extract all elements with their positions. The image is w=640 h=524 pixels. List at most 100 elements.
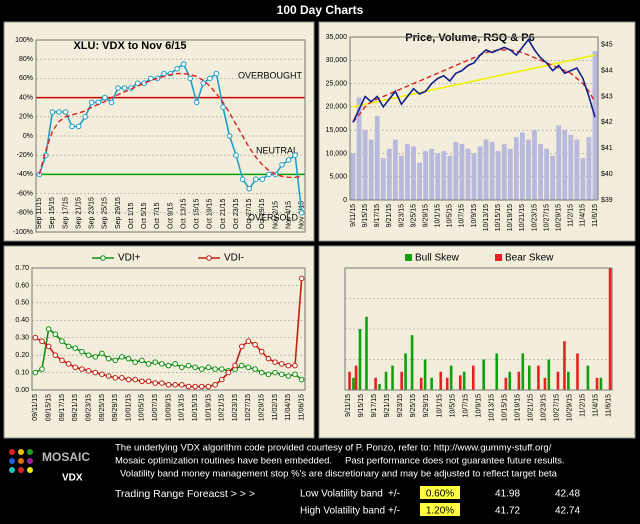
y-tick-label: 100% <box>15 37 33 44</box>
y-tick-label: $43 <box>601 93 613 100</box>
bar <box>348 371 351 390</box>
x-tick-label: 10/09/15 <box>165 394 172 421</box>
panel <box>3 245 315 439</box>
x-tick-label: 09/11/15 <box>32 394 39 421</box>
bar <box>526 139 531 200</box>
x-tick-label: 09/23/15 <box>85 394 92 421</box>
x-tick-label: Oct 21/15 <box>220 199 227 229</box>
point <box>59 357 65 364</box>
bar <box>495 353 499 390</box>
point <box>278 371 285 378</box>
bar <box>556 371 560 390</box>
highlight <box>420 486 460 499</box>
point <box>132 376 139 383</box>
point <box>272 359 278 365</box>
y-tick-label: 30,000 <box>326 57 348 64</box>
bar <box>405 144 410 200</box>
bar <box>417 162 422 200</box>
x-tick-label: 10/7/15 <box>459 204 466 227</box>
bar <box>482 359 486 390</box>
bar <box>574 139 580 200</box>
series-line <box>352 49 596 123</box>
bar <box>471 365 475 390</box>
point <box>49 109 56 115</box>
y-tick-label: 0.00 <box>15 387 29 394</box>
y-tick-label: 0.20 <box>15 352 29 359</box>
bar <box>508 371 512 390</box>
series-line <box>352 54 596 108</box>
annotation: NEUTRAL <box>256 145 298 155</box>
x-tick-label: 10/01/15 <box>125 394 132 421</box>
point <box>79 366 85 372</box>
y-tick-label: 0.60 <box>15 282 29 289</box>
y-tick-label: 35,000 <box>326 34 348 41</box>
point <box>232 362 238 369</box>
bar <box>386 148 392 200</box>
bar <box>586 137 592 200</box>
point <box>213 70 220 77</box>
y-tick-label: $41 <box>601 145 613 152</box>
x-tick-label: 10/21/15 <box>519 204 526 231</box>
bar <box>489 141 495 200</box>
bar <box>368 139 374 200</box>
point <box>252 341 258 348</box>
x-tick-label: Oct 15/15 <box>194 199 201 229</box>
x-tick-label: Oct 7/15 <box>154 202 161 229</box>
point <box>192 364 198 371</box>
bar <box>608 268 612 390</box>
bar <box>544 148 550 200</box>
y-tick-label: 0.50 <box>15 300 29 307</box>
x-tick-label: 9/23/15 <box>397 394 404 417</box>
bar <box>521 353 525 390</box>
point <box>39 366 45 372</box>
footer-credit: The underlying VDX algorithm code provid… <box>115 443 552 454</box>
x-tick-label: 11/4/15 <box>580 204 587 227</box>
footer-text: Past performance does not guarantee futu… <box>345 456 565 467</box>
x-tick-label: 11/2/15 <box>568 204 575 227</box>
point <box>179 364 185 371</box>
bar <box>568 134 574 200</box>
point <box>212 381 218 388</box>
bar <box>592 50 598 200</box>
bar <box>404 353 407 390</box>
y-tick-label: 25,000 <box>326 80 348 87</box>
point <box>115 85 121 91</box>
point <box>233 152 239 158</box>
point <box>179 381 185 388</box>
point <box>172 361 178 367</box>
x-tick-label: 9/29/15 <box>422 204 429 227</box>
point <box>159 380 165 386</box>
y-tick-label: $39 <box>601 197 613 204</box>
x-tick-label: Sep 15/15 <box>49 197 56 229</box>
y-tick-label: -40% <box>17 171 33 178</box>
x-tick-label: 10/27/15 <box>543 204 550 231</box>
point <box>225 369 232 376</box>
x-tick-label: 11/2/15 <box>580 394 587 417</box>
point <box>121 85 128 91</box>
bar <box>465 148 471 200</box>
x-tick-label: 09/29/15 <box>112 394 119 421</box>
bar <box>398 155 404 200</box>
point <box>266 171 272 178</box>
bar <box>411 146 416 200</box>
x-tick-label: Sep 21/15 <box>75 197 82 229</box>
plot-frame <box>344 267 613 391</box>
point <box>285 362 292 369</box>
point <box>72 364 79 371</box>
bar <box>517 371 521 390</box>
x-tick-label: 09/25/15 <box>99 394 106 421</box>
x-tick-label: 9/21/15 <box>384 394 391 417</box>
point <box>207 75 213 82</box>
point <box>105 355 112 362</box>
y-tick-label: $45 <box>601 42 613 49</box>
point <box>92 369 99 376</box>
point <box>187 75 193 82</box>
legend-swatch <box>405 254 412 261</box>
bar <box>562 130 568 200</box>
x-tick-label: 11/04/15 <box>285 394 292 421</box>
x-tick-label: 10/13/15 <box>483 204 490 231</box>
y-tick-label: $40 <box>601 171 613 178</box>
point <box>265 355 272 362</box>
bar <box>356 97 362 200</box>
point <box>212 366 218 372</box>
